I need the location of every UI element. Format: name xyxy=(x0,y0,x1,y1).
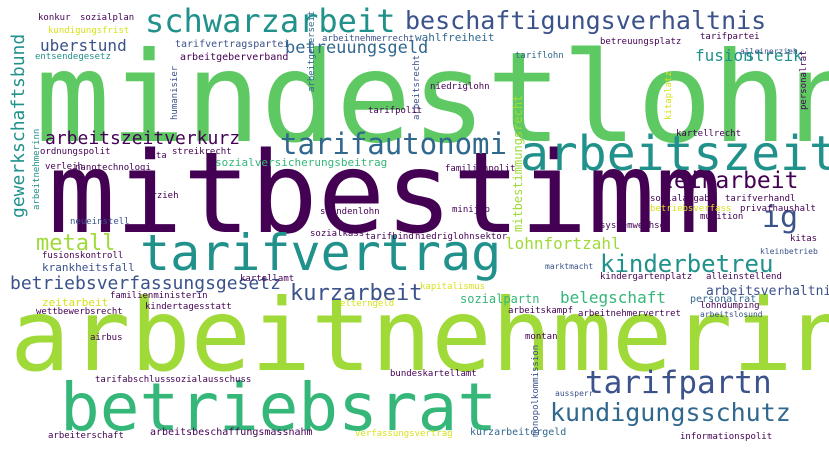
word-erzieh: erzieh xyxy=(146,191,179,201)
word-sozialversicherungsbeitrag: sozialversicherungsbeitrag xyxy=(215,156,388,169)
word-kurzarbeitergeld: kurzarbeitergeld xyxy=(470,427,567,438)
word-aussperr: aussperr xyxy=(555,389,594,398)
word-kita: kita xyxy=(145,151,167,161)
word-sozialkass: sozialkass xyxy=(310,229,365,239)
word-kurzarbeit: kurzarbeit xyxy=(290,281,423,306)
word-elterngeld: elterngeld xyxy=(340,299,395,309)
word-konkur: konkur xyxy=(38,13,71,23)
word-betriebsrat: betriebsrat xyxy=(60,369,498,446)
word-bundeskartellamt: bundeskartellamt xyxy=(390,369,477,379)
word-wahlfreiheit: wahlfreiheit xyxy=(415,31,495,44)
word-fusion: fusion xyxy=(695,46,753,65)
word-arbeitslosund: arbeitslosund xyxy=(700,310,763,319)
word-kundigungsschutz: kundigungsschutz xyxy=(550,398,791,427)
word-tarifabschluss: tarifabschluss xyxy=(95,375,171,385)
word-betriebsverfassungsgesetz: betriebsverfassungsgesetz xyxy=(10,273,281,294)
word-marktmacht: marktmacht xyxy=(545,262,594,271)
word-personalrat: personalrat xyxy=(799,50,809,110)
word-airbus: airbus xyxy=(90,333,123,343)
word-kapitalismus: kapitalismus xyxy=(420,282,486,292)
word-belegschaft: belegschaft xyxy=(560,288,666,307)
word-arbeitszeit: arbeitszeit xyxy=(520,126,829,182)
word-lohndumping: lohndumping xyxy=(700,301,760,311)
word-krankheitsfall: krankheitsfall xyxy=(42,261,135,274)
word-arbeitgeberverband: arbeitgeberverband xyxy=(180,52,289,63)
word-beschaftigungsverhaltnis: beschaftigungsverhaltnis xyxy=(405,6,767,35)
word-neueinstell: neueinstell xyxy=(70,217,130,227)
word-tarifautonomi: tarifautonomi xyxy=(280,127,507,161)
word-metall: metall xyxy=(36,231,116,256)
word-munition: munition xyxy=(700,212,744,222)
word-systemwechsel: systemwechsel xyxy=(600,221,671,231)
word-ig: ig xyxy=(762,200,799,235)
word-arbeitnehmerschaft: arbeitnehmerinn xyxy=(32,128,42,210)
word-kartellrecht: kartellrecht xyxy=(676,129,742,139)
word-sozialplan: sozialplan xyxy=(80,13,135,23)
word-kundigungsfrist: kundigungsfrist xyxy=(48,26,130,36)
word-tarifpartn: tarifpartn xyxy=(585,365,772,401)
word-niedriglohn: niedriglohn xyxy=(430,82,490,92)
word-kindertagesstatt: kindertagesstatt xyxy=(145,302,232,312)
word-uberstund: uberstund xyxy=(40,36,127,55)
word-familienministerin: familienministerin xyxy=(110,291,208,301)
word-montan: montan xyxy=(525,332,558,342)
word-betriebsverfass: betriebsverfass xyxy=(650,204,732,214)
word-kitas: kitas xyxy=(790,234,818,244)
word-streik: streik xyxy=(745,46,803,65)
word-betreuungsplatz: betreuungsplatz xyxy=(600,37,682,47)
word-arbeitnehmerrecht: arbeitnehmerrecht xyxy=(322,34,415,44)
word-betreuungsgeld: betreuungsgeld xyxy=(285,38,429,58)
word-humanisier: humanisier xyxy=(170,65,180,120)
word-personalrat-small: personalrat xyxy=(690,294,757,305)
word-niedriglohnsektor: niedriglohnsektor xyxy=(415,232,508,242)
word-arbeitnehmerinn: arbeitnehmerinn xyxy=(10,277,829,394)
word-ordnungspolit: ordnungspolit xyxy=(40,147,111,157)
word-leiharbeit: leiharbeit xyxy=(660,168,799,194)
word-zeitarbeit: zeitarbeit xyxy=(42,296,109,309)
word-arbeitsbeschaffungsmassnahm: arbeitsbeschaffungsmassnahm xyxy=(150,427,313,438)
word-wettbewerbsrecht: wettbewerbsrecht xyxy=(36,307,123,317)
word-verfassungsvertrag: verfassungsvertrag xyxy=(355,429,453,439)
word-alleinerzieh: alleinerzieh xyxy=(740,47,798,56)
word-arbeiterschaft: arbeiterschaft xyxy=(48,431,124,441)
word-verleih: verleih xyxy=(45,162,83,172)
word-alleinstellend: alleinstellend xyxy=(706,272,782,282)
word-nanotechnologi: nanotechnologi xyxy=(75,163,151,173)
word-stundenlohn: stundenlohn xyxy=(320,207,380,217)
word-familienpolit: familienpolit xyxy=(445,164,516,174)
word-kinderbetreu: kinderbetreu xyxy=(600,250,774,278)
word-kitaplatz: kitaplatz xyxy=(664,71,674,120)
word-arbeitsverhaltnis: arbeitsverhaltnis xyxy=(706,284,829,299)
word-fusionskontroll: fusionskontroll xyxy=(42,251,124,261)
word-tariflohn: tariflohn xyxy=(515,51,564,61)
word-schwarzarbeit: schwarzarbeit xyxy=(145,2,396,40)
word-privathaushalt: privathaushalt xyxy=(740,204,816,214)
word-minijob: minijob xyxy=(452,205,490,215)
word-sozialausschuss: sozialausschuss xyxy=(170,375,252,385)
word-tarifbind: tarifbind xyxy=(365,232,414,242)
word-mitbestimm: mitbestimm xyxy=(48,129,723,259)
word-tarifvertragspartei: tarifvertragspartei xyxy=(175,39,290,50)
word-sozialabgab: sozialabgab xyxy=(650,194,710,204)
word-tarifpartei: tarifpartei xyxy=(700,32,760,42)
word-tarifvertrag: tarifvertrag xyxy=(140,224,502,282)
word-tarifverhandl: tarifverhandl xyxy=(725,194,796,204)
word-kartellamt: kartellamt xyxy=(240,274,295,284)
word-kindergartenplatz: kindergartenplatz xyxy=(600,272,693,282)
word-informationspolit: informationspolit xyxy=(680,432,773,442)
word-arbeitszeitverkurz: arbeitszeitverkurz xyxy=(45,128,241,149)
word-arbeitgeberseit: arbeitgeberseit xyxy=(307,10,317,92)
word-entsendegesetz: entsendegesetz xyxy=(35,52,111,62)
word-streikrecht: streikrecht xyxy=(172,147,232,157)
word-monopolkommission: monopolkommission xyxy=(531,344,541,437)
word-tarifpolit: tarifpolit xyxy=(368,106,423,116)
word-arbeitskampf: arbeitskampf xyxy=(508,306,574,316)
word-kleinbetrieb: kleinbetrieb xyxy=(760,247,818,256)
word-mindestlohn: mindestlohn xyxy=(35,26,829,171)
word-gewerkschaftsbund: gewerkschaftsbund xyxy=(8,33,29,218)
word-sozialpartn: sozialpartn xyxy=(460,292,540,306)
word-arbeitnehmervertret: arbeitnehmervertret xyxy=(578,309,681,319)
word-lohnfortzahl: lohnfortzahl xyxy=(505,234,621,253)
